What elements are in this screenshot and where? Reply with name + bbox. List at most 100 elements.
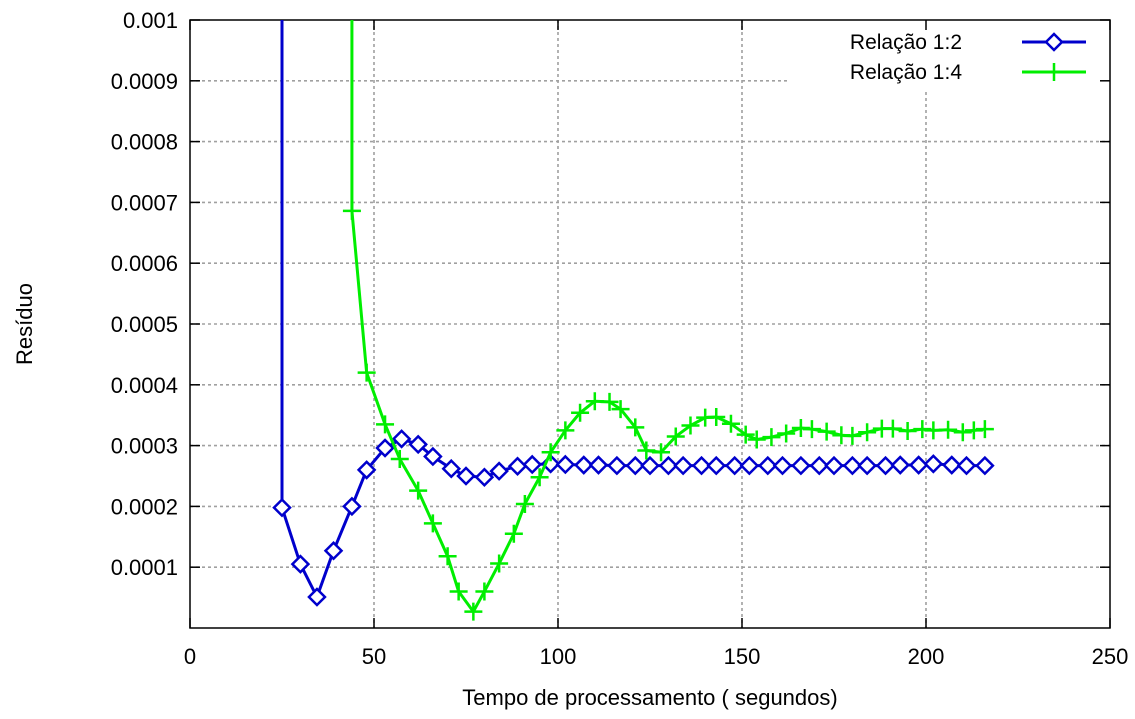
data-point	[762, 428, 781, 447]
data-point	[307, 587, 327, 607]
data-point	[391, 429, 412, 449]
data-point	[721, 414, 740, 433]
data-point	[390, 449, 409, 468]
data-point	[666, 427, 685, 446]
data-point	[673, 455, 693, 476]
data-point	[375, 438, 395, 458]
data-point	[802, 420, 821, 439]
data-point	[607, 455, 627, 476]
data-point	[652, 443, 671, 462]
data-point	[600, 392, 619, 411]
data-point	[975, 455, 995, 476]
data-point	[658, 455, 679, 476]
data-point	[357, 363, 376, 382]
data-point	[939, 420, 958, 439]
y-tick-label: 0.0004	[111, 373, 178, 398]
data-point	[772, 455, 793, 476]
series-line	[350, 20, 986, 614]
data-point	[342, 496, 362, 517]
data-point	[956, 455, 977, 476]
data-point	[736, 425, 755, 444]
data-point	[464, 602, 483, 621]
data-point	[898, 422, 917, 441]
data-point	[588, 455, 609, 475]
data-point	[323, 541, 344, 561]
series-layer	[272, 20, 995, 621]
data-point	[449, 582, 468, 601]
y-tick-label: 0.0008	[111, 130, 178, 155]
grid	[190, 20, 1110, 628]
data-point	[1044, 32, 1064, 52]
data-point	[626, 418, 645, 437]
data-point	[739, 455, 760, 476]
data-point	[875, 455, 896, 476]
data-point	[953, 423, 972, 442]
data-point	[515, 494, 534, 513]
data-point	[556, 421, 575, 440]
data-point	[272, 497, 292, 518]
data-point	[571, 403, 590, 422]
data-point	[522, 454, 543, 475]
y-axis-label: Resíduo	[12, 283, 37, 365]
data-point	[475, 582, 494, 601]
data-point	[975, 420, 994, 439]
series-1	[272, 20, 995, 607]
data-point	[342, 201, 361, 220]
x-tick-label: 0	[184, 644, 196, 669]
data-point	[724, 455, 745, 476]
data-point	[530, 468, 549, 487]
data-point	[489, 461, 509, 481]
data-point	[490, 554, 509, 573]
y-tick-label: 0.0003	[111, 434, 178, 459]
x-tick-label: 200	[908, 644, 945, 669]
x-tick-label: 100	[540, 644, 577, 669]
data-point	[573, 455, 594, 475]
y-tick-label: 0.0009	[111, 69, 178, 94]
x-axis-label: Tempo de processamento ( segundos)	[462, 685, 837, 710]
series-line	[280, 20, 985, 599]
data-point	[408, 434, 428, 455]
data-point	[507, 456, 528, 477]
data-point	[681, 416, 700, 435]
data-point	[1045, 63, 1063, 81]
y-tick-label: 0.0006	[111, 251, 178, 276]
y-tick-label: 0.0007	[111, 190, 178, 215]
data-point	[824, 455, 844, 476]
data-point	[707, 408, 726, 427]
data-point	[858, 423, 877, 442]
legend: Relação 1:2 Relação 1:4	[850, 31, 1086, 84]
data-point	[817, 422, 836, 441]
data-point	[791, 455, 811, 476]
x-tick-label: 50	[362, 644, 386, 669]
data-point	[356, 460, 377, 480]
data-point	[637, 441, 656, 460]
data-point	[456, 466, 476, 486]
data-point	[438, 547, 457, 566]
data-point	[555, 454, 576, 475]
data-point	[706, 455, 727, 476]
data-point	[757, 455, 778, 476]
data-point	[941, 455, 962, 475]
data-point	[923, 454, 944, 474]
x-tick-label: 150	[724, 644, 761, 669]
y-tick-label: 0.0005	[111, 312, 178, 337]
data-point	[423, 446, 443, 467]
data-point	[843, 426, 862, 445]
legend-label: Relação 1:2	[850, 31, 962, 54]
data-point	[376, 415, 395, 434]
data-point	[883, 419, 902, 438]
ticks: 0 50 100 150 200 250 0.0001 0.0002 0.0003 0.0004 0…	[111, 8, 1129, 669]
data-point	[842, 455, 863, 476]
y-tick-label: 0.0001	[111, 555, 178, 580]
y-tick-label: 0.001	[123, 8, 178, 33]
data-point	[640, 455, 660, 476]
series-2	[342, 20, 994, 621]
data-point	[290, 554, 311, 574]
data-point	[625, 455, 646, 476]
x-tick-label: 250	[1092, 644, 1129, 669]
data-point	[504, 524, 523, 543]
data-point	[857, 455, 877, 476]
data-point	[423, 514, 442, 533]
data-point	[474, 467, 495, 487]
